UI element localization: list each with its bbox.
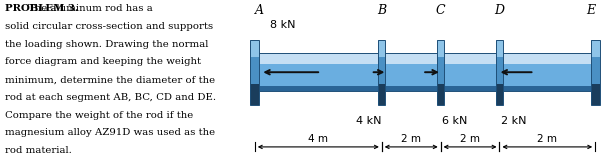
Bar: [590, 40, 599, 105]
Bar: [250, 40, 260, 57]
Text: force diagram and keeping the weight: force diagram and keeping the weight: [5, 57, 201, 66]
Bar: [378, 40, 385, 57]
Text: C: C: [436, 4, 446, 17]
Bar: [496, 40, 503, 105]
Bar: [590, 40, 599, 84]
Bar: [255, 53, 595, 91]
Text: D: D: [494, 4, 505, 17]
Bar: [590, 40, 599, 105]
Bar: [437, 40, 444, 105]
Text: B: B: [377, 4, 386, 17]
Bar: [496, 40, 503, 57]
Text: A: A: [255, 4, 264, 17]
Text: rod material.: rod material.: [5, 146, 72, 155]
Bar: [378, 40, 385, 84]
Bar: [250, 40, 260, 84]
Bar: [250, 40, 260, 105]
Bar: [437, 40, 444, 84]
Text: 6 kN: 6 kN: [442, 116, 467, 126]
Text: the loading shown. Drawing the normal: the loading shown. Drawing the normal: [5, 40, 208, 49]
Bar: [437, 40, 444, 105]
Bar: [255, 53, 595, 91]
Text: rod at each segment AB, BC, CD and DE.: rod at each segment AB, BC, CD and DE.: [5, 93, 216, 102]
Bar: [496, 40, 503, 105]
Text: 2 m: 2 m: [460, 134, 480, 144]
Text: minimum, determine the diameter of the: minimum, determine the diameter of the: [5, 75, 215, 84]
Text: 2 kN: 2 kN: [502, 116, 527, 126]
Bar: [255, 53, 595, 64]
Bar: [496, 40, 503, 84]
Bar: [378, 40, 385, 105]
Text: 2 m: 2 m: [401, 134, 421, 144]
Bar: [590, 40, 599, 57]
Text: magnesium alloy AZ91D was used as the: magnesium alloy AZ91D was used as the: [5, 128, 215, 137]
Bar: [437, 40, 444, 57]
Text: E: E: [586, 4, 595, 17]
Text: solid circular cross-section and supports: solid circular cross-section and support…: [5, 22, 213, 31]
Text: 2 m: 2 m: [537, 134, 558, 144]
Bar: [378, 40, 385, 105]
Bar: [255, 58, 595, 86]
Text: 4 kN: 4 kN: [356, 116, 382, 126]
Text: 4 m: 4 m: [308, 134, 328, 144]
Text: Compare the weight of the rod if the: Compare the weight of the rod if the: [5, 111, 193, 120]
Text: 8 kN: 8 kN: [269, 20, 295, 30]
Text: The aluminum rod has a: The aluminum rod has a: [28, 4, 153, 13]
Text: PROBLEM 3.: PROBLEM 3.: [5, 4, 82, 13]
Bar: [250, 40, 260, 105]
